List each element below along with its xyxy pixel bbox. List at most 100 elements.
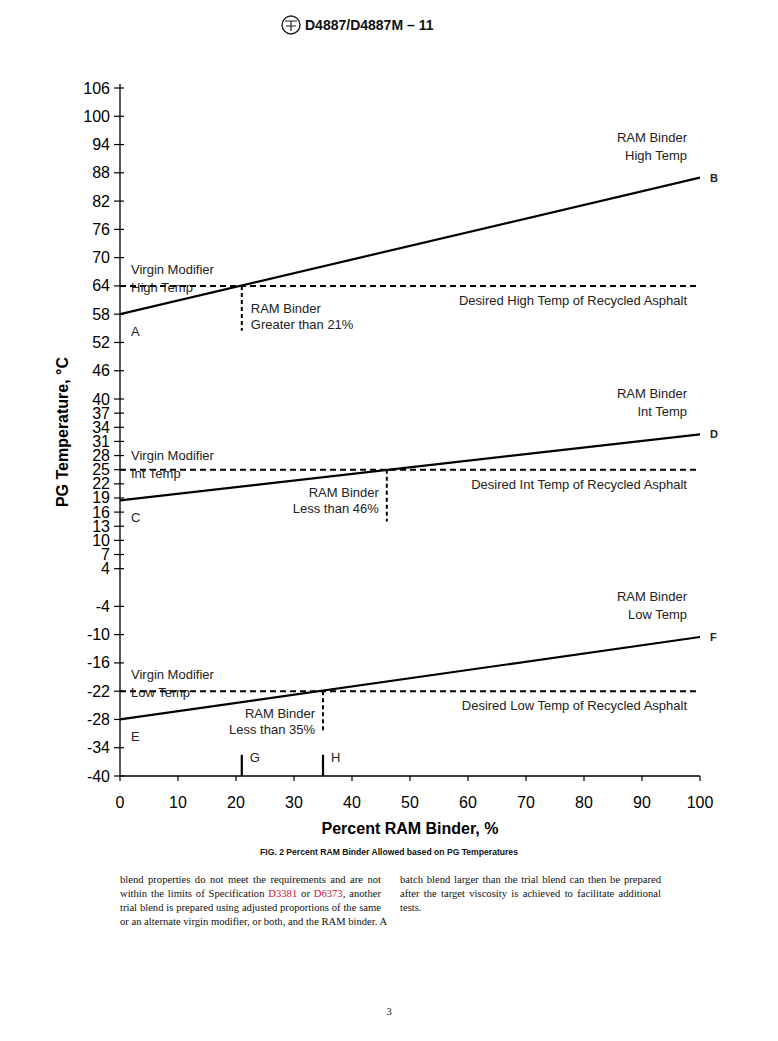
spec-link[interactable]: D6373 [314, 888, 343, 899]
x-tick-label: 50 [401, 794, 419, 811]
body-line: batch blend larger than the trial blend … [400, 873, 661, 886]
y-tick-label: 100 [83, 108, 110, 125]
y-tick [114, 606, 124, 607]
y-axis [119, 84, 120, 776]
x-tick [641, 776, 642, 781]
x-tick [119, 776, 120, 781]
threshold-label: Desired Int Temp of Recycled Asphalt [471, 477, 687, 492]
x-tick [177, 776, 178, 781]
y-tick-label: -40 [87, 768, 110, 785]
plot-data [120, 178, 700, 776]
y-tick [114, 200, 124, 201]
end-label: RAM Binder [617, 386, 688, 401]
y-tick [114, 455, 124, 456]
body-line: within the limits of Specification D3381… [120, 887, 381, 900]
marker-label: G [250, 750, 260, 765]
y-tick-label: 88 [92, 164, 110, 181]
x-tick-label: 70 [517, 794, 535, 811]
y-tick-label: -28 [87, 711, 110, 728]
y-tick-label: 106 [83, 80, 110, 97]
y-tick [114, 229, 124, 230]
point-label: F [710, 631, 717, 643]
drop-line [241, 286, 243, 331]
x-tick [583, 776, 584, 781]
y-tick-label: -4 [96, 598, 110, 615]
y-tick [114, 540, 124, 541]
logo-mark [285, 21, 297, 31]
x-axis-label: Percent RAM Binder, % [322, 820, 499, 837]
y-tick [114, 413, 124, 414]
x-tick [351, 776, 352, 781]
body-line: tests. [400, 901, 661, 914]
y-tick [114, 512, 124, 513]
y-tick [114, 747, 124, 748]
spec-link[interactable]: D3381 [268, 888, 297, 899]
start-label: High Temp [131, 280, 193, 295]
body-line: blend properties do not meet the require… [120, 873, 381, 886]
y-tick [114, 634, 124, 635]
y-tick [114, 483, 124, 484]
y-tick-label: 58 [92, 306, 110, 323]
y-tick-label: -22 [87, 683, 110, 700]
x-tick [409, 776, 410, 781]
series-line [120, 434, 700, 500]
y-axis-label: PG Temperature, °C [54, 356, 71, 507]
y-tick [114, 342, 124, 343]
body-line: after the target viscosity is achieved t… [400, 887, 661, 900]
astm-logo [282, 16, 300, 34]
end-label: High Temp [625, 148, 687, 163]
page-number: 3 [386, 1006, 391, 1017]
y-tick [114, 257, 124, 258]
drop-line [322, 691, 324, 730]
x-tick-label: 90 [633, 794, 651, 811]
y-tick [114, 497, 124, 498]
threshold-note: RAM Binder [309, 485, 380, 500]
threshold-line [120, 469, 700, 471]
threshold-line [120, 285, 700, 287]
y-tick [114, 526, 124, 527]
threshold-label: Desired Low Temp of Recycled Asphalt [462, 698, 688, 713]
y-tick [114, 662, 124, 663]
x-tick [467, 776, 468, 781]
x-tick [293, 776, 294, 781]
x-tick-label: 80 [575, 794, 593, 811]
page: D4887/D4887M – 1110610094888276706458524… [0, 0, 778, 1041]
y-tick [114, 568, 124, 569]
x-tick [525, 776, 526, 781]
point-label: B [710, 172, 718, 184]
start-label: Low Temp [131, 685, 190, 700]
y-tick-label: -16 [87, 654, 110, 671]
x-tick-label: 60 [459, 794, 477, 811]
threshold-label: Desired High Temp of Recycled Asphalt [459, 293, 687, 308]
marker-label: H [331, 750, 340, 765]
y-tick-label: 94 [92, 136, 110, 153]
y-tick [114, 554, 124, 555]
marker-tick [241, 755, 243, 776]
y-tick [114, 87, 124, 88]
y-tick [114, 398, 124, 399]
y-tick-label: 70 [92, 249, 110, 266]
threshold-note: Greater than 21% [251, 317, 354, 332]
end-label: RAM Binder [617, 130, 688, 145]
y-tick-label: 46 [92, 362, 110, 379]
drop-line [386, 470, 388, 522]
end-label: Int Temp [637, 404, 687, 419]
threshold-note: RAM Binder [251, 301, 322, 316]
x-tick-label: 40 [343, 794, 361, 811]
end-label: RAM Binder [617, 589, 688, 604]
plot-labels: Desired High Temp of Recycled Asphalt RAM… [131, 130, 718, 765]
x-tick-label: 10 [169, 794, 187, 811]
body-line: trial blend is prepared using adjusted p… [120, 901, 381, 914]
x-tick-label: 30 [285, 794, 303, 811]
y-tick [114, 370, 124, 371]
end-label: Low Temp [628, 607, 687, 622]
point-label: A [131, 324, 140, 339]
header-title: D4887/D4887M – 11 [305, 17, 434, 33]
y-tick [114, 116, 124, 117]
series-line [120, 637, 700, 719]
point-label: E [131, 729, 140, 744]
start-label: Virgin Modifier [131, 667, 215, 682]
x-tick [699, 776, 700, 781]
point-label: C [131, 510, 140, 525]
threshold-line [120, 690, 700, 692]
